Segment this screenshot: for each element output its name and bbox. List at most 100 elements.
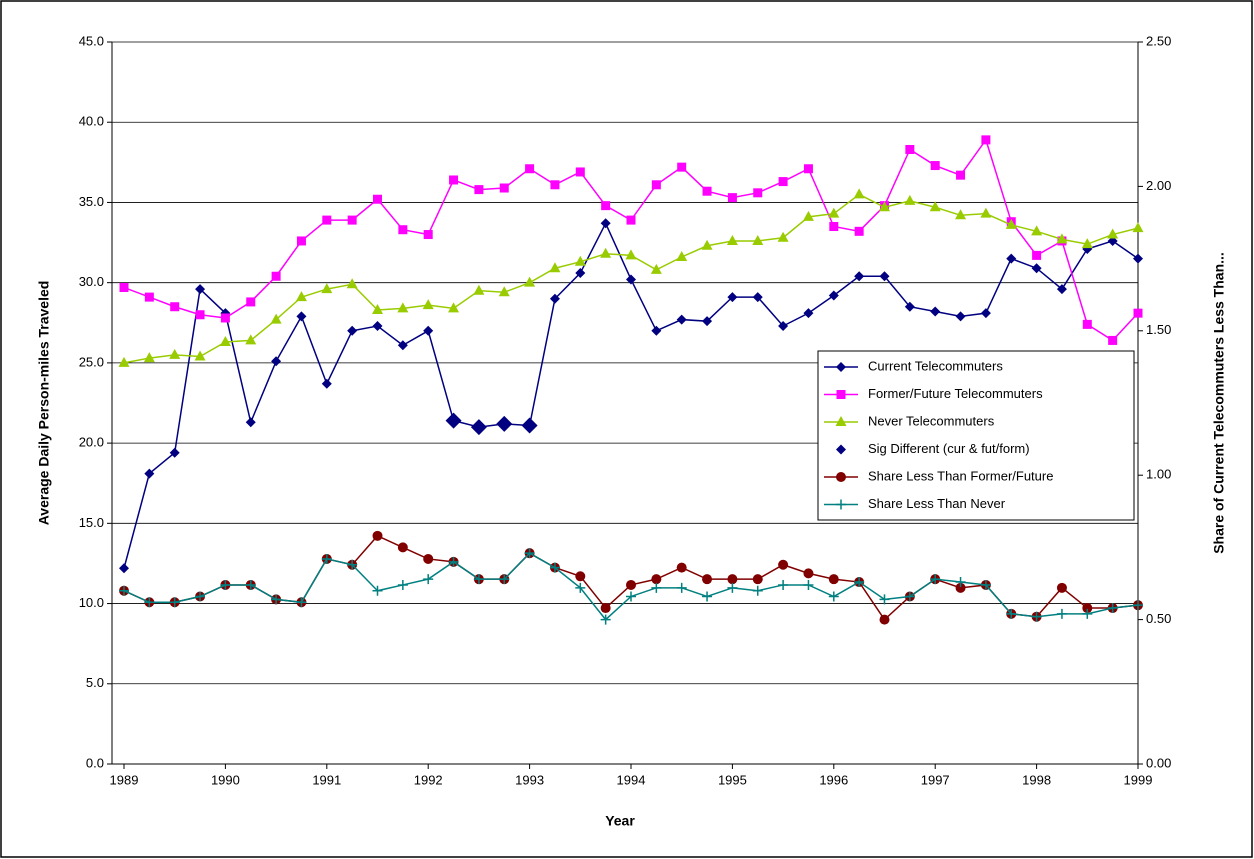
- marker: [397, 340, 408, 351]
- marker: [372, 585, 383, 596]
- marker: [600, 218, 611, 229]
- marker: [322, 215, 332, 225]
- marker: [295, 291, 307, 302]
- marker: [347, 559, 358, 570]
- marker: [752, 234, 764, 245]
- marker: [1132, 222, 1144, 233]
- marker: [1031, 225, 1043, 236]
- marker: [1082, 319, 1092, 329]
- marker: [346, 278, 358, 289]
- marker: [752, 292, 763, 303]
- y-tick-label: 20.0: [79, 435, 104, 450]
- marker: [1056, 582, 1067, 593]
- marker: [828, 290, 839, 301]
- marker: [144, 597, 155, 608]
- marker: [524, 548, 535, 559]
- marker: [445, 412, 462, 429]
- marker: [1133, 253, 1143, 264]
- legend-marker: [836, 362, 846, 372]
- marker: [1031, 263, 1042, 274]
- marker: [625, 249, 637, 260]
- marker: [1005, 218, 1017, 229]
- marker: [423, 230, 433, 240]
- marker: [296, 311, 307, 322]
- marker: [752, 574, 763, 585]
- marker: [778, 320, 789, 331]
- marker: [549, 562, 560, 573]
- marker: [853, 188, 865, 199]
- marker: [575, 582, 586, 593]
- marker: [955, 577, 966, 588]
- marker: [550, 180, 560, 190]
- marker: [524, 276, 536, 287]
- marker: [626, 274, 636, 285]
- marker: [521, 417, 538, 434]
- marker: [245, 334, 257, 345]
- marker: [574, 255, 586, 266]
- y-tick-label: 5.0: [86, 675, 104, 690]
- marker: [1032, 250, 1042, 260]
- marker: [1108, 335, 1118, 345]
- marker: [980, 579, 991, 590]
- marker: [777, 231, 789, 242]
- legend-marker: [836, 390, 846, 399]
- marker: [195, 284, 206, 295]
- legend-marker: [835, 416, 847, 426]
- marker: [549, 293, 560, 304]
- x-tick-label: 1991: [312, 772, 341, 787]
- y2-tick-label: 2.50: [1146, 33, 1171, 48]
- marker: [980, 207, 992, 218]
- marker: [701, 239, 713, 250]
- marker: [119, 563, 129, 574]
- y2-axis-label: Share of Current Telecommuters Less Than…: [1211, 252, 1227, 554]
- y-tick-label: 40.0: [79, 114, 104, 129]
- marker: [499, 574, 510, 585]
- legend-label: Share Less Than Former/Future: [868, 468, 1053, 483]
- marker: [296, 597, 307, 608]
- marker: [397, 302, 409, 313]
- marker: [1082, 608, 1093, 619]
- marker: [854, 271, 865, 282]
- marker: [1107, 228, 1119, 239]
- marker: [271, 594, 282, 605]
- marker: [651, 180, 661, 190]
- marker: [981, 135, 991, 145]
- marker: [372, 320, 383, 331]
- marker: [726, 234, 738, 245]
- marker: [498, 286, 510, 297]
- marker: [854, 577, 865, 588]
- x-tick-label: 1993: [515, 772, 544, 787]
- marker: [854, 226, 864, 236]
- marker: [195, 591, 206, 602]
- marker: [473, 284, 485, 295]
- marker: [575, 571, 586, 582]
- marker: [423, 574, 434, 585]
- marker: [1056, 233, 1068, 244]
- legend-marker: [836, 444, 846, 455]
- marker: [600, 614, 611, 625]
- marker: [1031, 611, 1042, 622]
- marker: [904, 591, 915, 602]
- marker: [1081, 238, 1093, 249]
- marker: [118, 356, 130, 367]
- marker: [651, 582, 662, 593]
- marker: [470, 419, 487, 436]
- x-tick-label: 1989: [110, 772, 139, 787]
- x-axis-label: Year: [605, 813, 635, 829]
- marker: [727, 582, 738, 593]
- marker: [245, 579, 256, 590]
- marker: [372, 303, 383, 314]
- marker: [321, 283, 333, 294]
- y-axis-label: Average Daily Person-miles Traveled: [36, 281, 52, 526]
- y2-tick-label: 1.00: [1146, 467, 1171, 482]
- x-tick-label: 1998: [1022, 772, 1051, 787]
- marker: [321, 553, 332, 564]
- marker: [955, 311, 966, 322]
- marker: [676, 582, 687, 593]
- marker: [980, 308, 991, 319]
- marker: [626, 591, 636, 602]
- marker: [449, 175, 459, 185]
- marker: [904, 301, 915, 312]
- x-tick-label: 1996: [819, 772, 848, 787]
